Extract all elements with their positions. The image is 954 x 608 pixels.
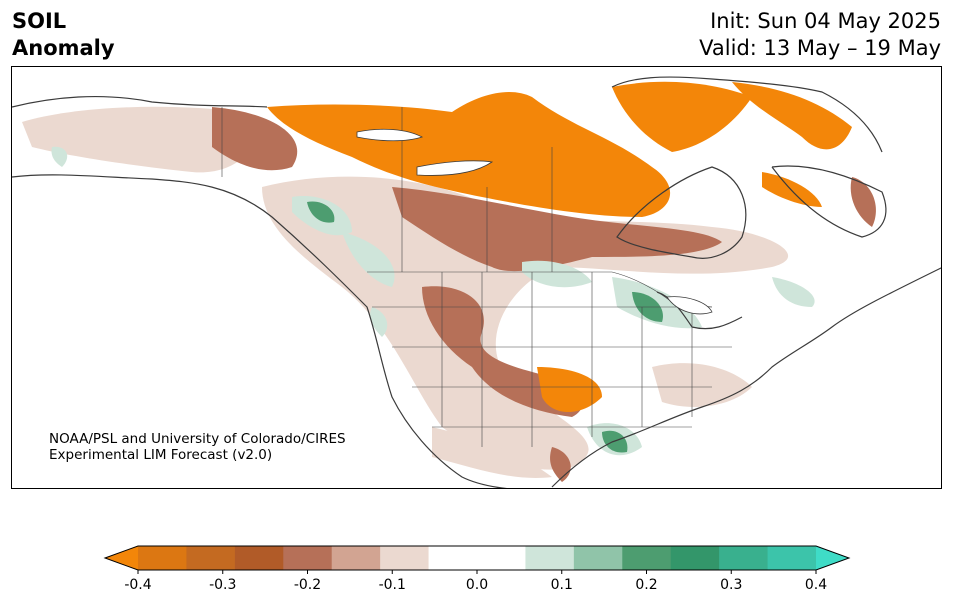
colorbar-tick-label: -0.3 — [209, 577, 237, 593]
credit-line-1: NOAA/PSL and University of Colorado/CIRE… — [49, 431, 346, 447]
colorbar-segment — [331, 546, 381, 570]
colorbar-tick-label: 0.1 — [550, 577, 573, 593]
strong-dry-shading — [267, 81, 852, 412]
colorbar-segment — [670, 546, 720, 570]
colorbar-segment — [428, 546, 478, 570]
colorbar-segment — [477, 546, 526, 570]
colorbar-extend-low — [105, 546, 138, 570]
colorbar-tick-label: -0.1 — [378, 577, 406, 593]
variable-name: SOIL — [12, 9, 67, 33]
colorbar-segment — [525, 546, 575, 570]
colorbar-segments — [103, 545, 851, 574]
colorbar-tick-label: 0.2 — [635, 577, 658, 593]
great-lakes — [356, 128, 713, 315]
colorbar-tick-label: 0.3 — [720, 577, 743, 593]
colorbar-segment — [234, 546, 284, 570]
colorbar-tick-label: -0.4 — [124, 577, 152, 593]
colorbar-segment — [573, 546, 623, 570]
variable-type: Anomaly — [12, 36, 115, 60]
forecast-dates: Init: Sun 04 May 2025 Valid: 13 May – 19… — [699, 8, 941, 62]
colorbar-tick-label: -0.2 — [293, 577, 322, 593]
coastlines — [12, 76, 941, 488]
map-canvas — [12, 76, 941, 488]
colorbar-tick-label: 0.4 — [804, 577, 828, 593]
colorbar-segment — [767, 546, 817, 570]
colorbar-segment — [186, 546, 236, 570]
colorbar-segment — [283, 546, 333, 570]
init-date: Init: Sun 04 May 2025 — [710, 9, 941, 33]
colorbar-segment — [380, 546, 430, 570]
forecast-map — [11, 66, 942, 489]
colorbar-segment — [622, 546, 672, 570]
colorbar-segment — [138, 546, 187, 570]
map-title: SOIL Anomaly — [12, 8, 115, 62]
credit-text: NOAA/PSL and University of Colorado/CIRE… — [49, 431, 346, 463]
colorbar-tick-label: 0.0 — [465, 577, 489, 593]
valid-range: Valid: 13 May – 19 May — [699, 36, 941, 60]
colorbar-extend-high — [816, 546, 849, 570]
colorbar-segment — [719, 546, 769, 570]
credit-line-2: Experimental LIM Forecast (v2.0) — [49, 447, 273, 463]
